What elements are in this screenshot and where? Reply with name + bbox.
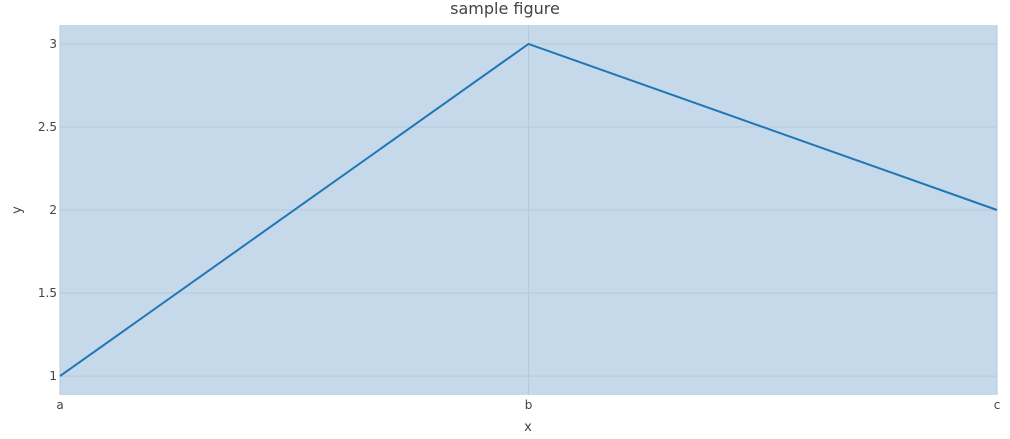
chart-title: sample figure <box>450 0 560 18</box>
x-tick-label: c <box>994 398 1001 412</box>
y-axis-label: y <box>10 206 25 214</box>
y-tick-label: 2.5 <box>38 120 57 134</box>
y-tick-label: 2 <box>49 203 57 217</box>
x-axis-label: x <box>524 420 532 435</box>
x-tick-label: b <box>525 398 533 412</box>
y-tick-label: 1 <box>49 369 57 383</box>
x-tick-label: a <box>56 398 63 412</box>
y-tick-label: 3 <box>49 37 57 51</box>
y-tick-label: 1.5 <box>38 286 57 300</box>
